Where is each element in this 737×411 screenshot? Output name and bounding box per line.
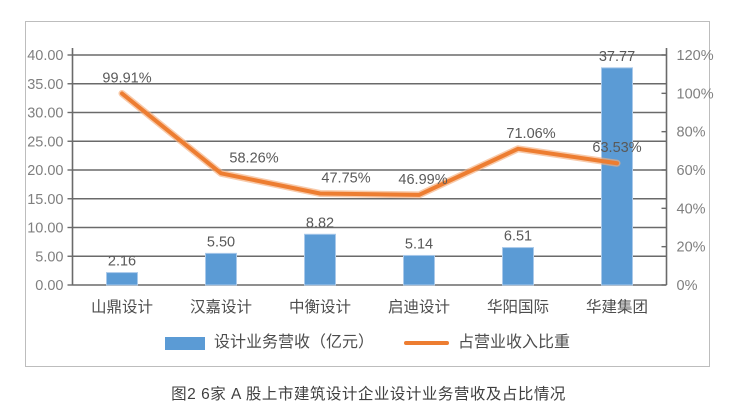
right-axis-tick-label: 0% xyxy=(677,278,698,294)
bar-value-label: 8.82 xyxy=(306,215,334,231)
category-label: 华阳国际 xyxy=(487,298,549,316)
category-label: 山鼎设计 xyxy=(91,298,153,316)
bar-value-label: 5.14 xyxy=(405,236,433,252)
bar xyxy=(502,247,534,286)
bar-series-label: 设计业务营收（亿元） xyxy=(213,334,374,351)
line-point-label: 46.99% xyxy=(398,172,447,188)
bar-value-label: 37.77 xyxy=(599,49,635,65)
right-axis-tick-label: 40% xyxy=(677,201,706,217)
left-axis-tick-label: 0.00 xyxy=(35,278,63,294)
ratio-line xyxy=(120,91,619,197)
left-axis-tick-label: 15.00 xyxy=(27,192,63,208)
bar xyxy=(106,272,138,286)
right-axis-tick-label: 60% xyxy=(677,163,706,179)
left-axis-tick-label: 35.00 xyxy=(27,77,63,93)
bar-value-label: 6.51 xyxy=(504,229,532,245)
category-label: 汉嘉设计 xyxy=(190,298,252,316)
left-axis-tick-label: 25.00 xyxy=(27,134,63,150)
line-series-label: 占营业收入比重 xyxy=(458,334,571,351)
category-label: 中衡设计 xyxy=(289,298,351,316)
bar xyxy=(403,254,435,286)
left-axis-tick-label: 5.00 xyxy=(35,249,63,265)
bar xyxy=(304,233,336,286)
figure-caption: 图2 6家 A 股上市建筑设计企业设计业务营收及占比情况 xyxy=(171,386,566,403)
left-axis-tick-label: 40.00 xyxy=(27,48,63,64)
bar-value-label: 2.16 xyxy=(108,254,136,270)
left-axis-tick-label: 20.00 xyxy=(27,163,63,179)
legend-item-bar: 设计业务营收（亿元） xyxy=(164,334,374,351)
legend-item-line: 占营业收入比重 xyxy=(404,335,570,351)
left-axis-tick-label: 10.00 xyxy=(27,221,63,237)
line-series-swatch xyxy=(404,340,449,346)
right-axis-tick-label: 80% xyxy=(677,125,706,141)
category-label: 启迪设计 xyxy=(388,298,450,316)
line-point-label: 63.53% xyxy=(592,140,641,156)
right-axis-tick-label: 20% xyxy=(677,240,706,256)
combo-chart: 40.00 35.00 30.00 25.00 20.00 15.00 10.00 5.00 0… xyxy=(27,48,714,316)
category-label: 华建集团 xyxy=(586,298,648,316)
bar-value-label: 5.50 xyxy=(207,234,235,250)
line-point-label: 99.91% xyxy=(102,71,151,87)
left-axis-tick-label: 30.00 xyxy=(27,106,63,122)
chart-legend: 设计业务营收（亿元） 占营业收入比重 xyxy=(25,331,710,355)
line-point-label: 58.26% xyxy=(229,150,278,166)
bar xyxy=(205,252,237,286)
line-point-label: 71.06% xyxy=(506,126,555,142)
right-axis-tick-label: 120% xyxy=(677,48,714,64)
bar xyxy=(601,67,633,286)
bar-series-swatch xyxy=(164,336,205,350)
right-axis-tick-label: 100% xyxy=(677,86,714,102)
line-point-label: 47.75% xyxy=(321,170,370,186)
